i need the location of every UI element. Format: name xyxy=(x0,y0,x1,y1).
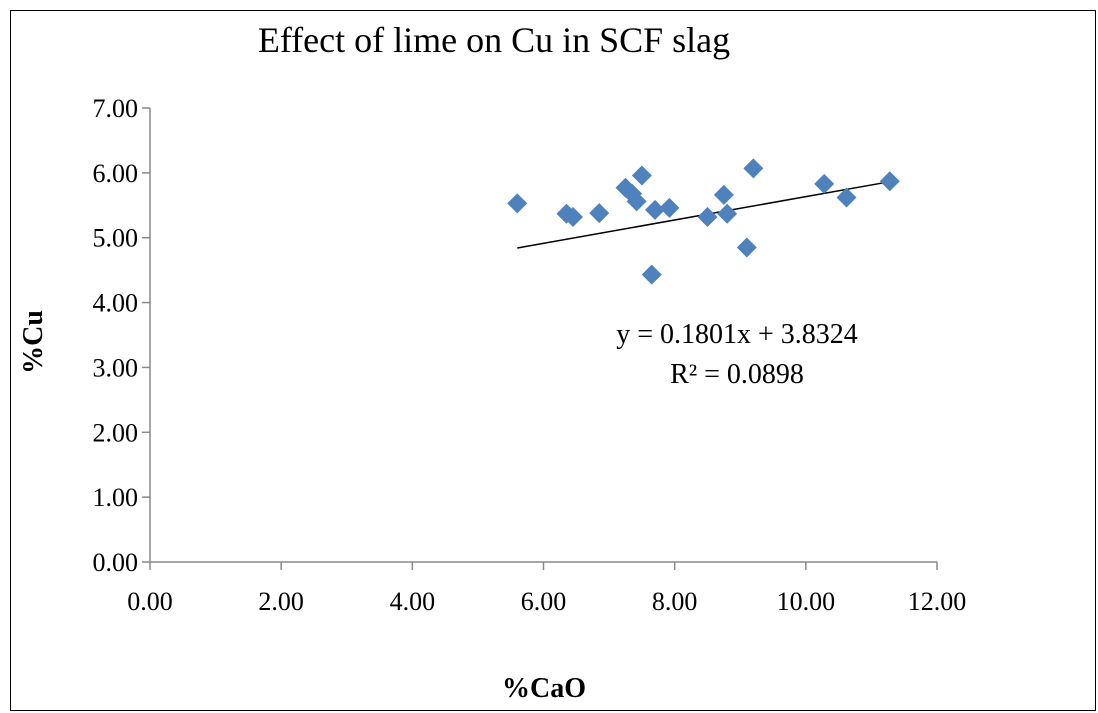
data-point xyxy=(743,158,764,179)
data-points xyxy=(507,158,900,285)
x-tick-label: 8.00 xyxy=(652,587,698,616)
data-point xyxy=(507,193,528,214)
x-tick-label: 10.00 xyxy=(777,587,836,616)
x-tick-label: 0.00 xyxy=(127,587,173,616)
y-tick-label: 3.00 xyxy=(93,353,139,382)
data-point xyxy=(641,264,662,285)
x-tick-label: 4.00 xyxy=(390,587,436,616)
data-point xyxy=(879,171,900,192)
data-point xyxy=(563,206,584,227)
x-axis-label: %CaO xyxy=(502,673,586,704)
y-tick-label: 7.00 xyxy=(93,94,139,123)
data-point xyxy=(836,187,857,208)
data-point xyxy=(589,203,610,224)
chart-title: Effect of lime on Cu in SCF slag xyxy=(258,20,730,60)
trendline-equation: y = 0.1801x + 3.8324 xyxy=(616,319,858,350)
y-ticks: 0.00 1.00 2.00 3.00 4.00 5.00 6.00 7.00 xyxy=(93,94,150,577)
data-point xyxy=(631,165,652,186)
data-point xyxy=(814,173,835,194)
x-tick-label: 2.00 xyxy=(258,587,304,616)
y-axis-label: %Cu xyxy=(18,310,49,374)
data-point xyxy=(717,203,738,224)
y-tick-label: 1.00 xyxy=(93,483,139,512)
data-point xyxy=(736,237,757,258)
data-point xyxy=(626,191,647,212)
y-tick-label: 0.00 xyxy=(93,548,139,577)
x-ticks: 0.00 2.00 4.00 6.00 8.00 10.00 12.00 xyxy=(127,562,966,616)
y-tick-label: 2.00 xyxy=(93,418,139,447)
data-point xyxy=(644,199,665,220)
y-tick-label: 6.00 xyxy=(93,159,139,188)
y-tick-label: 5.00 xyxy=(93,224,139,253)
trendline-r2: R² = 0.0898 xyxy=(670,359,804,390)
y-tick-label: 4.00 xyxy=(93,289,139,318)
chart-frame xyxy=(10,10,1096,711)
data-point xyxy=(697,206,718,227)
x-tick-label: 6.00 xyxy=(521,587,567,616)
x-tick-label: 12.00 xyxy=(908,587,967,616)
data-point xyxy=(659,197,680,218)
data-point xyxy=(713,184,734,205)
